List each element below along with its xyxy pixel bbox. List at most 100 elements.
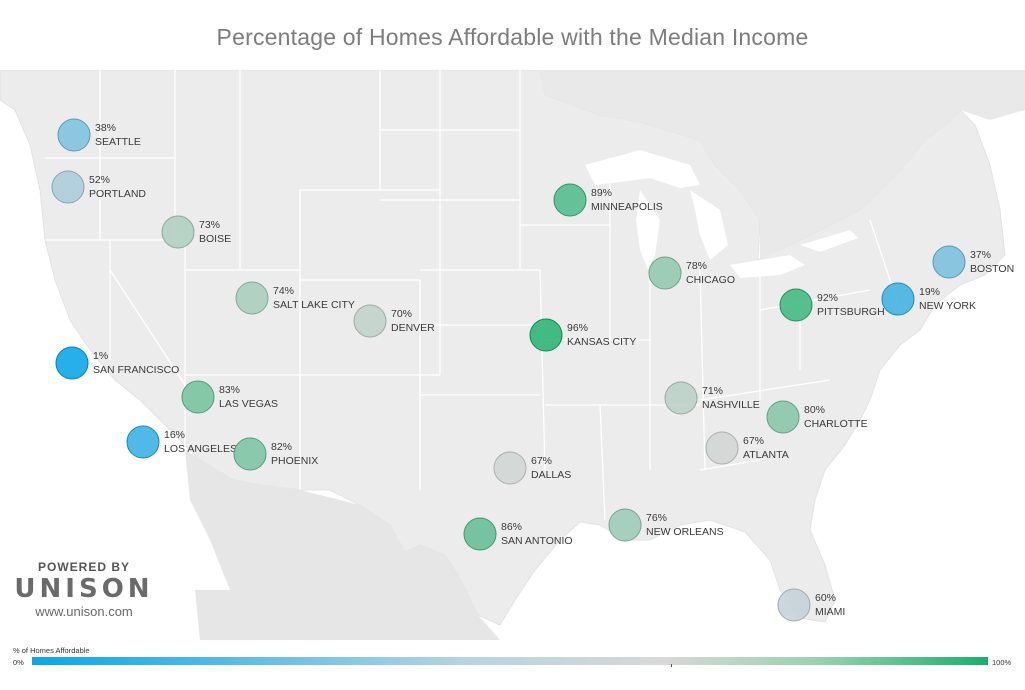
city-circle[interactable] <box>932 245 966 279</box>
city-name-label: KANSAS CITY <box>567 336 636 348</box>
city-circle[interactable] <box>648 256 682 290</box>
city-marker-portland[interactable]: 52% PORTLAND <box>51 170 146 204</box>
branding: POWERED BY UNISON www.unison.com <box>14 560 154 619</box>
city-marker-charlotte[interactable]: 80% CHARLOTTE <box>766 400 868 434</box>
city-name-label: DALLAS <box>531 469 571 481</box>
city-name-label: PITTSBURGH <box>817 306 885 318</box>
city-marker-minneapolis[interactable]: 89% MINNEAPOLIS <box>553 183 663 217</box>
city-name-label: LAS VEGAS <box>219 398 278 410</box>
us-map[interactable]: 38% SEATTLE 52% PORTLAND 73% BOISE 74% SALT LAK… <box>0 70 1025 640</box>
city-name-label: MINNEAPOLIS <box>591 201 663 213</box>
city-name-label: DENVER <box>391 322 435 334</box>
city-marker-new-orleans[interactable]: 76% NEW ORLEANS <box>608 508 724 542</box>
great-lakes <box>585 150 858 278</box>
city-marker-new-york[interactable]: 19% NEW YORK <box>881 282 976 316</box>
city-circle[interactable] <box>233 437 267 471</box>
city-marker-boston[interactable]: 37% BOSTON <box>932 245 1014 279</box>
city-marker-san-antonio[interactable]: 86% SAN ANTONIO <box>463 517 573 551</box>
city-circle[interactable] <box>777 588 811 622</box>
legend-max-label: 100% <box>992 658 1012 667</box>
powered-by-text: POWERED BY <box>37 560 130 574</box>
city-percent-label: 67% <box>743 435 764 447</box>
city-name-label: ATLANTA <box>743 449 789 461</box>
city-circle[interactable] <box>126 425 160 459</box>
city-percent-label: 80% <box>804 404 825 416</box>
city-percent-label: 67% <box>531 455 552 467</box>
city-marker-phoenix[interactable]: 82% PHOENIX <box>233 437 318 471</box>
city-name-label: SAN FRANCISCO <box>93 364 179 376</box>
city-circle[interactable] <box>529 318 563 352</box>
city-circle[interactable] <box>779 288 813 322</box>
city-marker-chicago[interactable]: 78% CHICAGO <box>648 256 735 290</box>
city-percent-label: 71% <box>702 385 723 397</box>
city-name-label: BOSTON <box>970 263 1014 275</box>
city-marker-miami[interactable]: 60% MIAMI <box>777 588 845 622</box>
city-name-label: NEW ORLEANS <box>646 526 724 538</box>
city-name-label: NEW YORK <box>919 300 976 312</box>
city-marker-kansas-city[interactable]: 96% KANSAS CITY <box>529 318 636 352</box>
city-marker-salt-lake-city[interactable]: 74% SALT LAKE CITY <box>235 281 355 315</box>
city-name-label: LOS ANGELES <box>164 443 237 455</box>
city-percent-label: 38% <box>95 122 116 134</box>
city-name-label: CHICAGO <box>686 274 735 286</box>
city-percent-label: 92% <box>817 292 838 304</box>
city-marker-denver[interactable]: 70% DENVER <box>353 304 435 338</box>
city-marker-las-vegas[interactable]: 83% LAS VEGAS <box>181 380 278 414</box>
city-circle[interactable] <box>51 170 85 204</box>
city-circle[interactable] <box>55 346 89 380</box>
city-circle[interactable] <box>664 381 698 415</box>
city-circle[interactable] <box>705 431 739 465</box>
legend-title: % of Homes Affordable <box>13 646 90 655</box>
city-marker-nashville[interactable]: 71% NASHVILLE <box>664 381 760 415</box>
city-marker-boise[interactable]: 73% BOISE <box>161 215 231 249</box>
city-marker-pittsburgh[interactable]: 92% PITTSBURGH <box>779 288 885 322</box>
city-marker-dallas[interactable]: 67% DALLAS <box>493 451 571 485</box>
city-marker-seattle[interactable]: 38% SEATTLE <box>57 118 141 152</box>
city-marker-atlanta[interactable]: 67% ATLANTA <box>705 431 789 465</box>
brand-url: www.unison.com <box>35 604 133 619</box>
city-circle[interactable] <box>235 281 269 315</box>
city-percent-label: 86% <box>501 521 522 533</box>
city-circle[interactable] <box>463 517 497 551</box>
city-circle[interactable] <box>353 304 387 338</box>
city-percent-label: 16% <box>164 429 185 441</box>
city-circle[interactable] <box>553 183 587 217</box>
city-percent-label: 73% <box>199 219 220 231</box>
state-borders <box>45 70 901 521</box>
legend-midpoint-tick <box>671 664 672 667</box>
map-title: Percentage of Homes Affordable with the … <box>216 24 809 50</box>
city-percent-label: 1% <box>93 350 108 362</box>
city-circle[interactable] <box>181 380 215 414</box>
city-markers: 38% SEATTLE 52% PORTLAND 73% BOISE 74% SALT LAK… <box>51 118 1014 622</box>
city-percent-label: 76% <box>646 512 667 524</box>
canada-region <box>0 70 1025 260</box>
legend-color-bar <box>32 657 988 665</box>
city-name-label: SALT LAKE CITY <box>273 299 355 311</box>
city-marker-los-angeles[interactable]: 16% LOS ANGELES <box>126 425 237 459</box>
city-circle[interactable] <box>766 400 800 434</box>
city-percent-label: 96% <box>567 322 588 334</box>
city-circle[interactable] <box>608 508 642 542</box>
unison-logo: UNISON <box>14 574 154 604</box>
city-name-label: PHOENIX <box>271 455 318 467</box>
city-percent-label: 82% <box>271 441 292 453</box>
city-circle[interactable] <box>57 118 91 152</box>
mexico-region <box>185 450 500 640</box>
city-name-label: NASHVILLE <box>702 399 760 411</box>
city-name-label: MIAMI <box>815 606 845 618</box>
city-percent-label: 83% <box>219 384 240 396</box>
city-percent-label: 19% <box>919 286 940 298</box>
city-circle[interactable] <box>881 282 915 316</box>
city-name-label: PORTLAND <box>89 188 146 200</box>
city-name-label: SEATTLE <box>95 136 141 148</box>
city-name-label: CHARLOTTE <box>804 418 868 430</box>
city-percent-label: 74% <box>273 285 294 297</box>
city-marker-san-francisco[interactable]: 1% SAN FRANCISCO <box>55 346 179 380</box>
city-circle[interactable] <box>161 215 195 249</box>
city-name-label: SAN ANTONIO <box>501 535 573 547</box>
city-percent-label: 89% <box>591 187 612 199</box>
city-percent-label: 70% <box>391 308 412 320</box>
city-percent-label: 60% <box>815 592 836 604</box>
legend-min-label: 0% <box>13 658 24 667</box>
city-circle[interactable] <box>493 451 527 485</box>
